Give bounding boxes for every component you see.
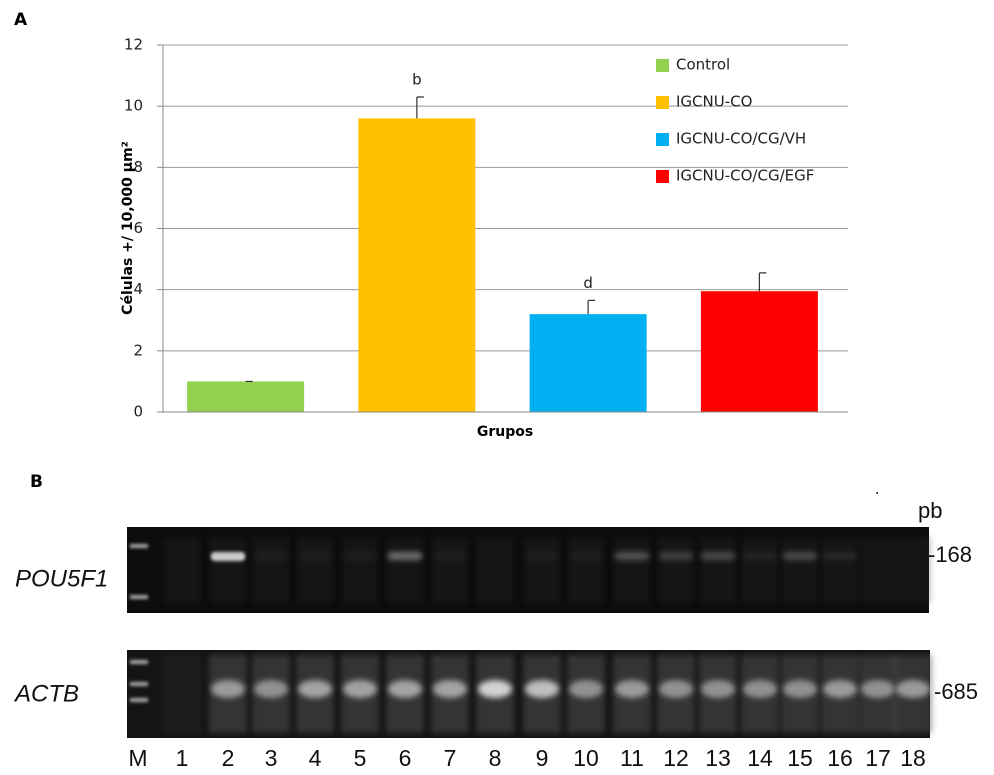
y-tick-label: 0 [133, 403, 143, 421]
lane-smear [524, 537, 560, 603]
band [823, 680, 857, 698]
band [783, 680, 817, 698]
lane-label: 7 [444, 745, 457, 771]
band [388, 680, 422, 698]
lane-label: 5 [354, 745, 367, 771]
marker-band [130, 595, 148, 599]
lane-label: 13 [705, 745, 731, 771]
lane-smear [822, 537, 858, 603]
lane-smear [782, 537, 818, 603]
band [298, 680, 332, 698]
legend-swatch [656, 96, 669, 109]
lane-label: 10 [573, 745, 599, 771]
band [569, 680, 603, 698]
lane-label: 14 [747, 745, 773, 771]
band [861, 680, 895, 698]
lane-smear [297, 537, 333, 603]
y-tick-label: 4 [133, 280, 143, 298]
lane-smear [742, 537, 778, 603]
lane-smear [210, 537, 246, 603]
band [525, 680, 559, 698]
row-label: POU5F1 [15, 565, 108, 592]
bar [530, 314, 647, 412]
lane-smear [477, 537, 513, 603]
lane-smear [432, 537, 468, 603]
y-tick-label: 12 [124, 36, 143, 54]
lane-smear [614, 537, 650, 603]
size-label: -168 [928, 542, 972, 567]
error-bar [417, 97, 424, 118]
figure: A Grupos Células +/ 10,000 µm² B pb . 02… [0, 0, 994, 775]
figure-svg: A Grupos Células +/ 10,000 µm² B pb . 02… [0, 0, 994, 775]
legend-label: Control [676, 56, 730, 74]
band [343, 680, 377, 698]
lane-label: 11 [620, 745, 644, 771]
row-label: ACTB [13, 680, 79, 707]
error-bar [588, 300, 595, 314]
marker-band [130, 660, 148, 664]
band [254, 680, 288, 698]
marker-band [130, 682, 148, 686]
lane-label: 8 [489, 745, 502, 771]
lane-label: 15 [787, 745, 813, 771]
panel-label: A [14, 10, 28, 30]
band [701, 680, 735, 698]
lane-smear [700, 537, 736, 603]
annotation: d [583, 274, 593, 292]
lane-smear [568, 537, 604, 603]
annotation: b [412, 70, 422, 88]
lane-smear [658, 537, 694, 603]
lane-label: 2 [222, 745, 235, 771]
size-label: -685 [934, 679, 978, 704]
legend-swatch [656, 133, 669, 146]
y-tick-label: 6 [133, 219, 143, 237]
bar [701, 291, 818, 412]
band [743, 680, 777, 698]
legend-label: IGCNU-CO [676, 93, 752, 111]
lane-label: 16 [827, 745, 853, 771]
lane-smear [895, 537, 931, 603]
lane-smear [387, 537, 423, 603]
lane-label: 1 [176, 745, 189, 771]
unit-label: pb [918, 498, 942, 523]
lane-label: 4 [309, 745, 322, 771]
lane-smear [860, 537, 896, 603]
marker-band [130, 544, 148, 548]
panel-label: B [30, 472, 43, 492]
bar [358, 118, 475, 412]
lane-smear [163, 655, 201, 733]
marker-band [130, 698, 148, 702]
band [433, 680, 467, 698]
y-tick-label: 2 [133, 341, 143, 359]
y-tick-label: 10 [124, 97, 143, 115]
lane-label: 9 [536, 745, 549, 771]
lane-label: 6 [399, 745, 412, 771]
lane-label: 17 [865, 745, 891, 771]
legend-label: IGCNU-CO/CG/EGF [676, 167, 814, 185]
speck: . [875, 482, 879, 498]
lane-label: M [128, 745, 147, 771]
lane-smear [164, 537, 200, 603]
band [896, 680, 930, 698]
legend-label: IGCNU-CO/CG/VH [676, 130, 806, 148]
band [478, 680, 512, 698]
bar [187, 381, 304, 412]
lane-label: 3 [265, 745, 278, 771]
y-tick-label: 8 [133, 158, 143, 176]
legend-swatch [656, 170, 669, 183]
legend-swatch [656, 59, 669, 72]
lane-label: 18 [900, 745, 926, 771]
lane-smear [253, 537, 289, 603]
error-bar [759, 273, 766, 291]
lane-label: 12 [663, 745, 689, 771]
band [659, 680, 693, 698]
x-axis-title: Grupos [477, 424, 533, 440]
band [615, 680, 649, 698]
band [211, 680, 245, 698]
lane-smear [342, 537, 378, 603]
